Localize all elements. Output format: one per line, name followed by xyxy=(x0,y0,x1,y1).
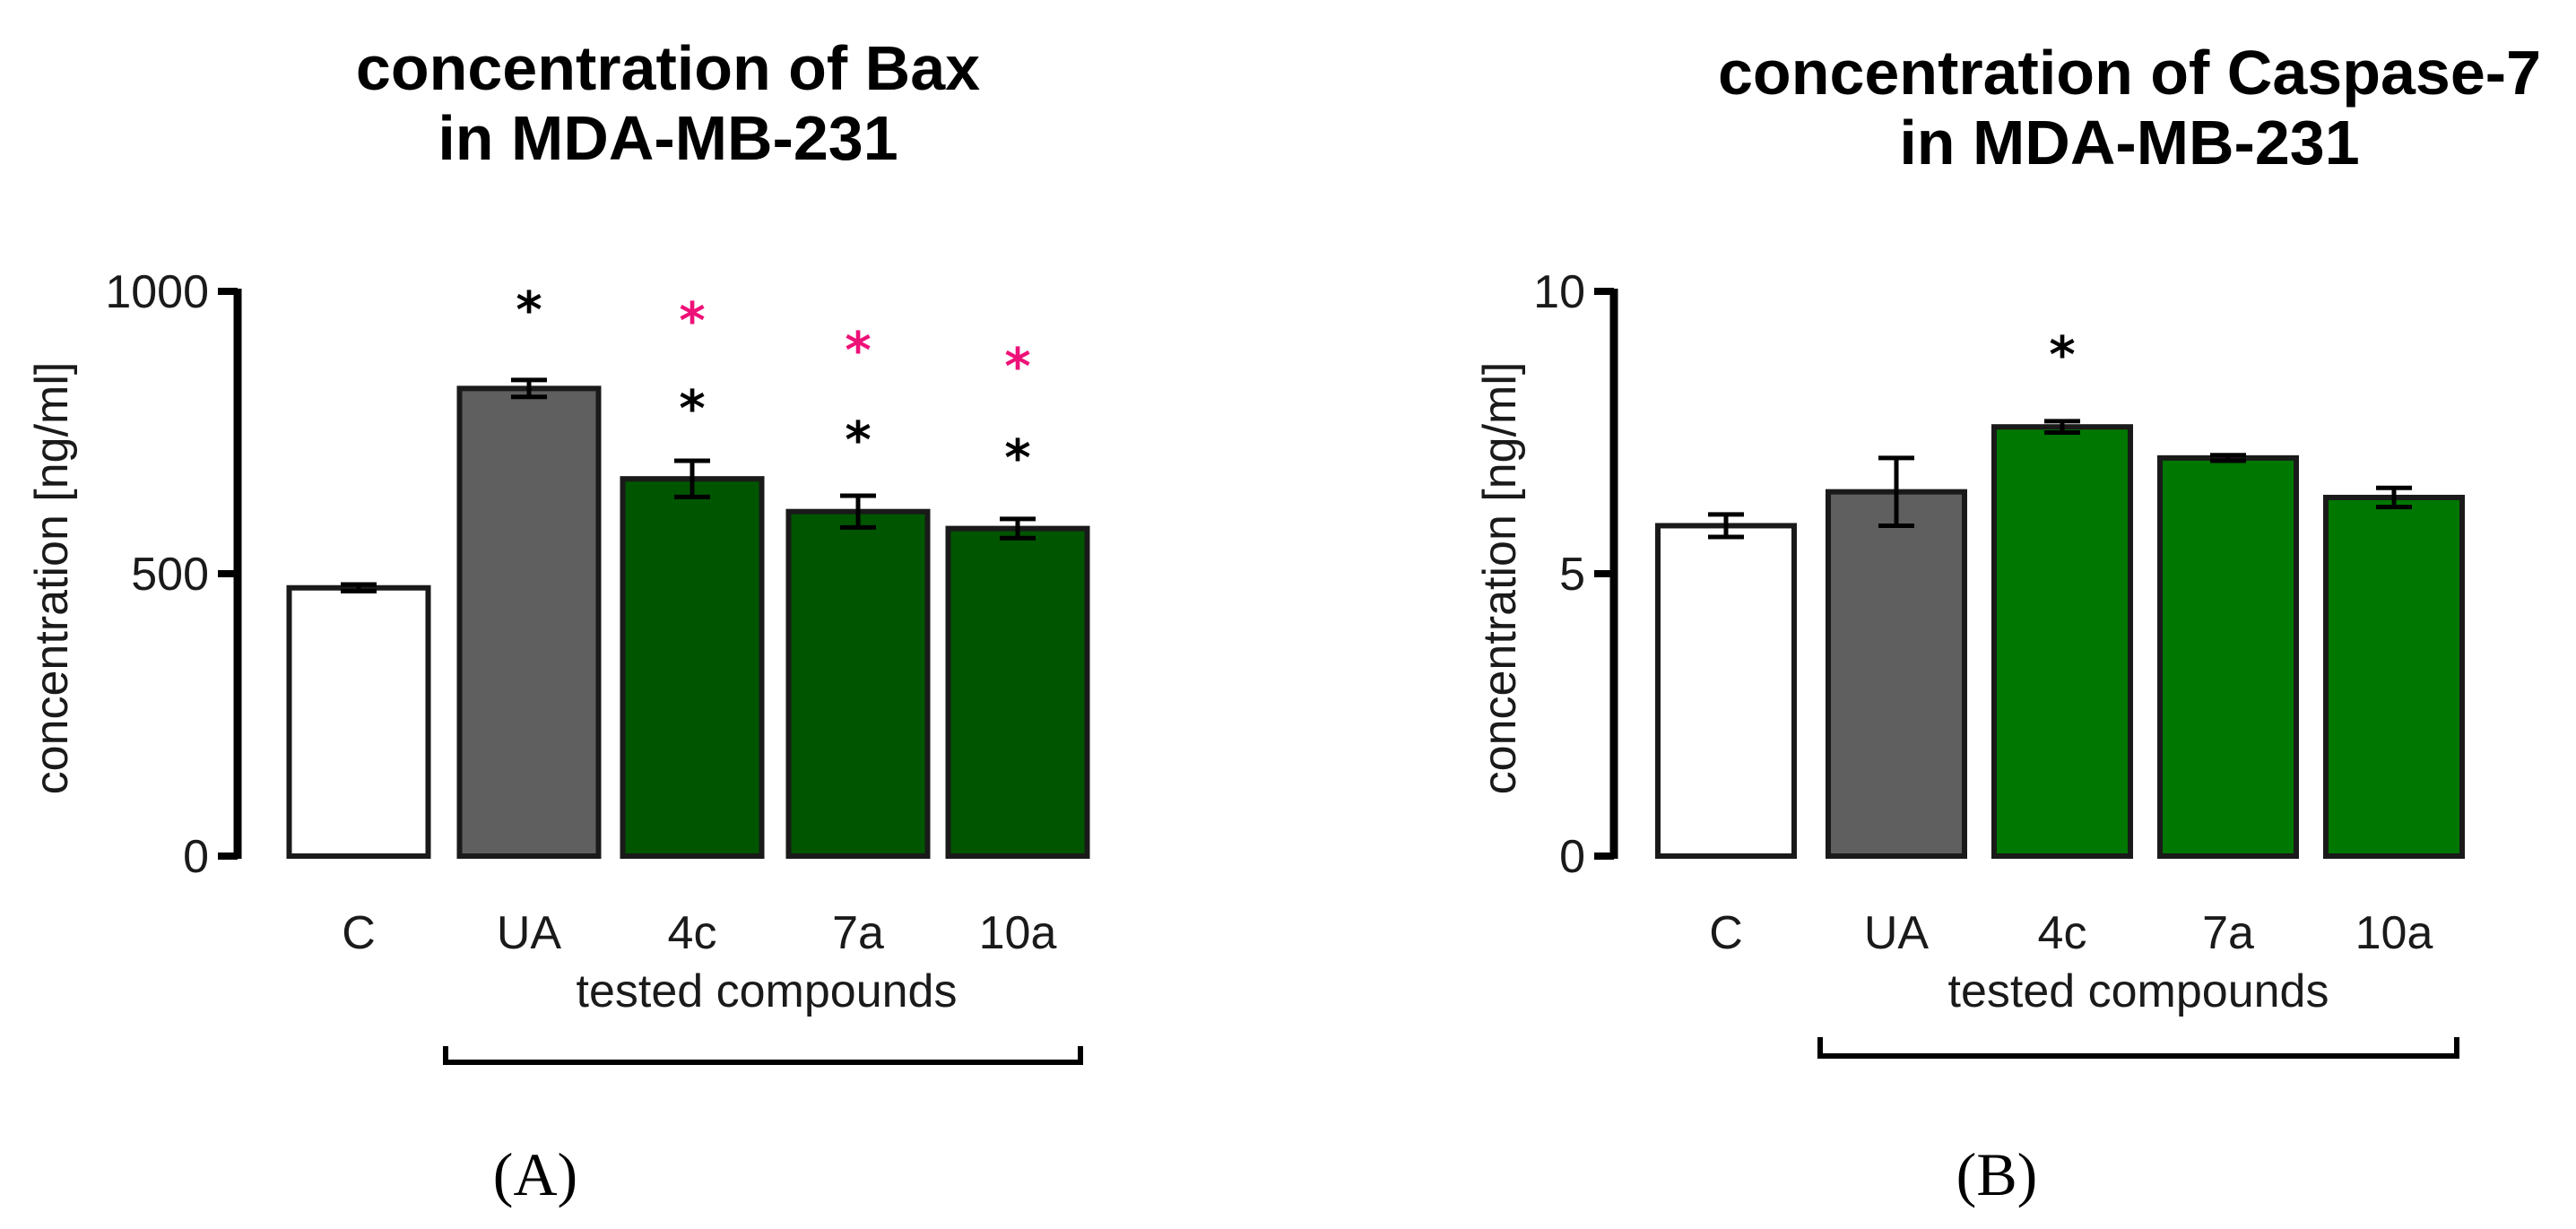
chart-b-title-line-1: concentration of Caspase-7 xyxy=(1718,38,2541,108)
chart-b-y-tick-label: 5 xyxy=(1559,549,1585,601)
chart-a-y-tick-label: 1000 xyxy=(105,266,209,318)
chart-a-x-tick-label: UA xyxy=(497,907,562,959)
chart-b-panel-label: (B) xyxy=(1956,1140,2038,1208)
chart-b-bar-C xyxy=(1655,523,1797,859)
chart-b-x-tick-label: 7a xyxy=(2202,907,2254,959)
chart-b-x-tick-label: 4c xyxy=(2038,907,2087,959)
chart-b-x-tick-label: C xyxy=(1709,907,1743,959)
chart-b-plot: 0 5 10 C UA 4c 7a 10a * xyxy=(1533,266,2465,1059)
chart-a-x-tick-label: C xyxy=(342,907,376,959)
chart-b-bar-UA xyxy=(1826,489,1967,860)
chart-a-bar-C xyxy=(286,584,431,859)
chart-b-x-tick-label: 10a xyxy=(2355,907,2433,959)
chart-b-bar-10a xyxy=(2323,494,2465,859)
chart-b-bracket xyxy=(1817,1037,2459,1059)
chart-a-x-tick-label: 4c xyxy=(668,907,717,959)
chart-a-significance-marker: * xyxy=(679,380,705,438)
chart-a-y-tick-label: 500 xyxy=(131,549,209,601)
chart-a-bar-10a xyxy=(945,525,1090,859)
chart-a-title-line-2: in MDA-MB-231 xyxy=(438,103,898,173)
chart-a-significance-marker: * xyxy=(679,292,705,351)
panel-a: concentration of Bax in MDA-MB-231 conce… xyxy=(26,33,1090,1208)
chart-b-y-axis-label: concentration [ng/ml] xyxy=(1474,362,1526,795)
panel-b: concentration of Caspase-7 in MDA-MB-231… xyxy=(1474,38,2541,1208)
chart-b-x-axis-label: tested compounds xyxy=(1948,965,2329,1017)
chart-a-significance-marker: * xyxy=(1004,338,1030,396)
chart-b-y-tick-label: 10 xyxy=(1533,266,1585,318)
chart-a-y-tick-label: 0 xyxy=(183,831,209,883)
chart-a-bar-4c xyxy=(620,476,765,859)
chart-b-bar-4c xyxy=(1991,424,2133,859)
chart-a-panel-label: (A) xyxy=(493,1140,577,1208)
chart-b-title-line-2: in MDA-MB-231 xyxy=(1899,108,2359,177)
chart-a-title-line-1: concentration of Bax xyxy=(356,33,980,103)
chart-a-significance-marker: * xyxy=(1004,429,1030,488)
chart-a-significance-marker: * xyxy=(516,281,542,340)
chart-a-x-tick-label: 7a xyxy=(832,907,884,959)
chart-a-significance-marker: * xyxy=(845,322,871,380)
chart-b-bar-7a xyxy=(2157,454,2299,859)
chart-b-x-tick-label: UA xyxy=(1864,907,1930,959)
chart-b-significance-marker: * xyxy=(2049,326,2075,385)
chart-a-bar-UA xyxy=(456,385,602,859)
chart-b-y-tick-label: 0 xyxy=(1559,831,1585,883)
chart-a-x-axis-label: tested compounds xyxy=(577,965,958,1017)
chart-a-bracket xyxy=(443,1046,1083,1065)
chart-a-significance-marker: * xyxy=(845,411,871,470)
chart-a-bar-7a xyxy=(785,508,931,859)
chart-a-y-axis-label: concentration [ng/ml] xyxy=(26,362,78,795)
chart-a-plot: 0 500 1000 C UA 4c 7a 10a * * * * * * * xyxy=(105,266,1090,1065)
chart-a-x-tick-label: 10a xyxy=(979,907,1057,959)
